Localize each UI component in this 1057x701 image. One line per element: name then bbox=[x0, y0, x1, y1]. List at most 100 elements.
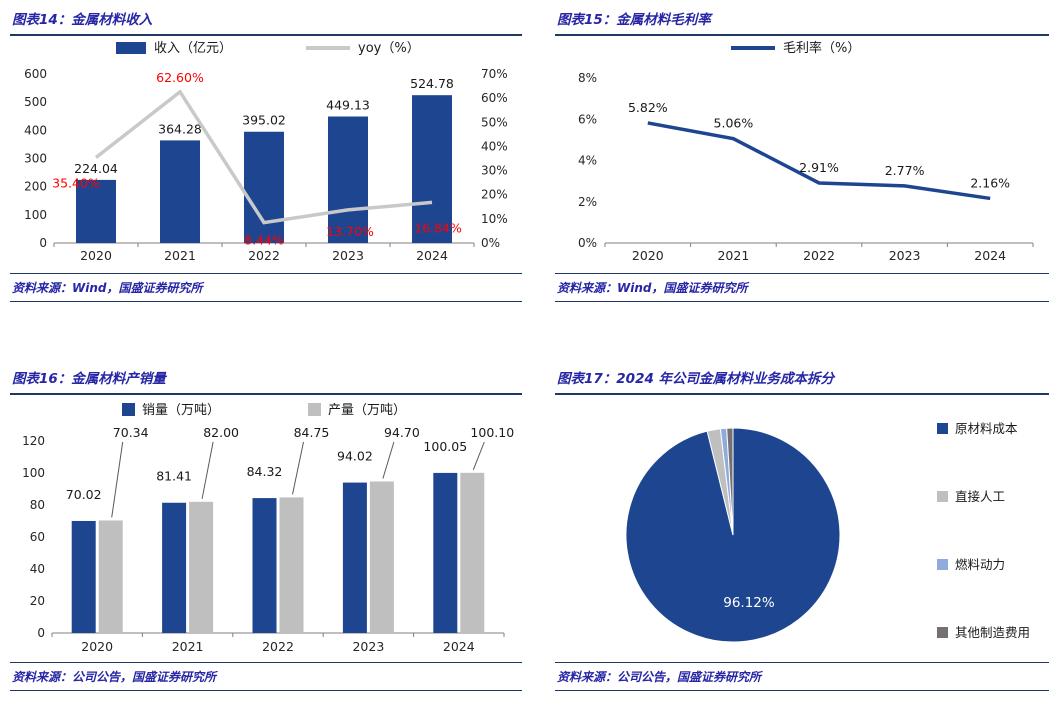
fig15-gross-margin-line-chart: 毛利率（%） 0% 2% 4% 6% 8% 2020 2021 2022 2023 2024 5.82… bbox=[578, 40, 1034, 263]
svg-text:收入（亿元）: 收入（亿元） bbox=[154, 41, 232, 56]
svg-text:2020: 2020 bbox=[632, 248, 664, 263]
svg-text:10%: 10% bbox=[481, 212, 508, 226]
fig14-revenue-bar-line-chart: 收入（亿元） yoy（%） 0 100 200 300 400 500 600 0% 10% 20% 3… bbox=[24, 41, 508, 263]
svg-text:8.44%: 8.44% bbox=[244, 233, 284, 248]
panel-fig17: 图表17：2024 年公司金属材料业务成本拆分 96.12% 原材料成本 直接人工燃… bbox=[555, 365, 1049, 691]
svg-text:2024: 2024 bbox=[416, 248, 448, 263]
production-bar-2021 bbox=[189, 501, 214, 633]
svg-text:2020: 2020 bbox=[80, 248, 112, 263]
svg-text:2024: 2024 bbox=[443, 639, 475, 654]
yoy-line bbox=[94, 89, 433, 225]
svg-text:2022: 2022 bbox=[248, 248, 280, 263]
legend-swatch-production bbox=[308, 403, 321, 416]
svg-text:100.05: 100.05 bbox=[423, 439, 467, 454]
svg-text:0: 0 bbox=[39, 236, 47, 250]
svg-text:yoy（%）: yoy（%） bbox=[358, 41, 420, 56]
svg-text:100.10: 100.10 bbox=[470, 425, 514, 440]
svg-text:60%: 60% bbox=[481, 91, 508, 105]
svg-text:0%: 0% bbox=[578, 236, 597, 250]
fig16-rule-below-source bbox=[10, 690, 522, 691]
svg-text:4%: 4% bbox=[578, 154, 597, 168]
svg-text:其他制造费用: 其他制造费用 bbox=[955, 625, 1030, 640]
svg-text:600: 600 bbox=[24, 67, 47, 81]
svg-text:20%: 20% bbox=[481, 188, 508, 202]
pie-legend-swatch-1 bbox=[937, 491, 948, 502]
production-bar-2022 bbox=[279, 497, 304, 633]
fig16-rule-above-source bbox=[10, 662, 522, 663]
sales-bar-2024 bbox=[433, 472, 458, 633]
svg-text:400: 400 bbox=[24, 123, 47, 137]
svg-text:2%: 2% bbox=[578, 195, 597, 209]
svg-text:224.04: 224.04 bbox=[74, 161, 118, 176]
sales-bar-2020 bbox=[71, 520, 96, 633]
fig17-rule-above-source bbox=[555, 662, 1049, 663]
fig14-title-rule bbox=[10, 34, 522, 36]
svg-text:70%: 70% bbox=[481, 67, 508, 81]
revenue-bar-2021 bbox=[160, 140, 200, 243]
svg-text:395.02: 395.02 bbox=[242, 113, 286, 128]
fig17-rule-below-source bbox=[555, 690, 1049, 691]
svg-text:2.77%: 2.77% bbox=[885, 163, 925, 178]
svg-text:燃料动力: 燃料动力 bbox=[955, 557, 1005, 572]
revenue-bar-2020 bbox=[76, 179, 116, 243]
svg-text:100: 100 bbox=[22, 466, 45, 480]
svg-text:81.41: 81.41 bbox=[156, 469, 192, 484]
fig17-title-rule bbox=[555, 393, 1049, 395]
fig17-title: 图表17：2024 年公司金属材料业务成本拆分 bbox=[557, 371, 835, 387]
svg-text:20: 20 bbox=[30, 594, 45, 608]
sales-bar-2022 bbox=[252, 498, 277, 633]
svg-text:82.00: 82.00 bbox=[203, 425, 239, 440]
svg-text:13.70%: 13.70% bbox=[326, 224, 374, 239]
svg-text:2023: 2023 bbox=[332, 248, 364, 263]
svg-text:2020: 2020 bbox=[81, 639, 113, 654]
pie-slice-3 bbox=[726, 427, 734, 536]
gross-margin-line bbox=[647, 121, 991, 201]
fig14-title: 图表14：金属材料收入 bbox=[12, 12, 153, 28]
svg-text:2021: 2021 bbox=[164, 248, 196, 263]
svg-text:销量（万吨）: 销量（万吨） bbox=[142, 403, 220, 418]
revenue-bar-2022 bbox=[244, 131, 284, 243]
svg-text:35.40%: 35.40% bbox=[52, 176, 100, 191]
fig14-rule-below-source bbox=[10, 301, 522, 302]
svg-text:2023: 2023 bbox=[352, 639, 384, 654]
svg-text:524.78: 524.78 bbox=[410, 76, 454, 91]
fig15-source: 资料来源：Wind，国盛证券研究所 bbox=[557, 281, 748, 295]
svg-text:2023: 2023 bbox=[889, 248, 921, 263]
fig16-title-rule bbox=[10, 393, 522, 395]
svg-text:50%: 50% bbox=[481, 115, 508, 129]
svg-text:94.02: 94.02 bbox=[337, 449, 373, 464]
svg-text:70.34: 70.34 bbox=[113, 425, 149, 440]
svg-text:96.12%: 96.12% bbox=[723, 595, 775, 611]
production-bar-2023 bbox=[369, 481, 394, 633]
svg-text:产量（万吨）: 产量（万吨） bbox=[328, 403, 406, 418]
svg-text:70.02: 70.02 bbox=[66, 487, 102, 502]
pie-legend-swatch-3 bbox=[937, 627, 948, 638]
svg-text:5.82%: 5.82% bbox=[628, 100, 668, 115]
production-bar-2024 bbox=[460, 472, 485, 633]
svg-text:500: 500 bbox=[24, 95, 47, 109]
fig15-title: 图表15：金属材料毛利率 bbox=[557, 12, 711, 28]
svg-text:120: 120 bbox=[22, 434, 45, 448]
fig17-source: 资料来源：公司公告，国盛证券研究所 bbox=[557, 670, 762, 684]
panel-fig14: 图表14：金属材料收入 收入（亿元） yoy（%） 0 100 200 300 400 500… bbox=[10, 6, 522, 306]
svg-text:5.06%: 5.06% bbox=[714, 116, 754, 131]
legend-swatch-sales bbox=[122, 403, 135, 416]
svg-text:2.16%: 2.16% bbox=[970, 175, 1010, 190]
pie-legend-swatch-2 bbox=[937, 559, 948, 570]
svg-text:94.70: 94.70 bbox=[384, 425, 420, 440]
fig15-rule-above-source bbox=[555, 273, 1049, 274]
svg-text:84.75: 84.75 bbox=[294, 425, 330, 440]
svg-text:62.60%: 62.60% bbox=[156, 70, 204, 85]
svg-text:2022: 2022 bbox=[262, 639, 294, 654]
svg-text:直接人工: 直接人工 bbox=[955, 489, 1005, 504]
fig14-source: 资料来源：Wind，国盛证券研究所 bbox=[12, 281, 203, 295]
production-bar-2020 bbox=[98, 520, 123, 633]
fig16-volume-grouped-bar-chart: 销量（万吨） 产量（万吨） 0 20 40 60 80 100 120 2020 2021 2022 2… bbox=[22, 403, 514, 654]
svg-text:6%: 6% bbox=[578, 112, 597, 126]
panel-fig16: 图表16：金属材料产销量 销量（万吨） 产量（万吨） 0 20 40 60 80 100 120… bbox=[10, 365, 522, 691]
panel-fig15: 图表15：金属材料毛利率 毛利率（%） 0% 2% 4% 6% 8% 2020 2021 202… bbox=[555, 6, 1049, 306]
svg-text:2021: 2021 bbox=[172, 639, 204, 654]
legend-swatch-revenue bbox=[116, 42, 146, 54]
production-label-leader-2021 bbox=[201, 441, 214, 499]
fig16-title: 图表16：金属材料产销量 bbox=[12, 371, 166, 387]
